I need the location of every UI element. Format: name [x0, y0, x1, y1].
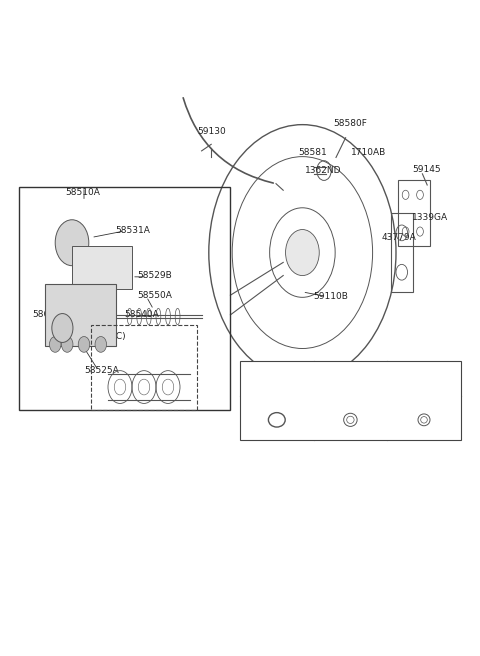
Text: 58581: 58581	[298, 148, 327, 157]
Text: 58510A: 58510A	[65, 188, 100, 197]
Circle shape	[52, 314, 73, 342]
Text: 1362ND: 1362ND	[305, 166, 341, 175]
Circle shape	[78, 337, 90, 352]
Text: 58525A: 58525A	[84, 366, 119, 375]
Text: (ESC): (ESC)	[101, 332, 125, 341]
Circle shape	[61, 337, 73, 352]
Text: 58529B: 58529B	[137, 271, 171, 280]
Circle shape	[286, 230, 319, 276]
Text: 58672: 58672	[33, 310, 61, 319]
FancyBboxPatch shape	[240, 361, 461, 440]
Text: 1310DA: 1310DA	[333, 372, 368, 381]
Circle shape	[49, 337, 61, 352]
Text: 1339GA: 1339GA	[412, 213, 448, 222]
Text: 58580F: 58580F	[334, 119, 368, 128]
Text: 59145: 59145	[412, 165, 441, 174]
Text: 1710AB: 1710AB	[351, 148, 386, 157]
FancyBboxPatch shape	[45, 284, 116, 346]
Circle shape	[55, 220, 89, 266]
Text: 59110B: 59110B	[313, 292, 348, 301]
Text: 58540A: 58540A	[124, 310, 158, 319]
Text: 58594: 58594	[263, 372, 291, 381]
Text: 58531A: 58531A	[115, 226, 150, 236]
Circle shape	[95, 337, 107, 352]
Text: 1360GG: 1360GG	[406, 372, 443, 381]
FancyBboxPatch shape	[72, 246, 132, 289]
Text: 58550A: 58550A	[137, 291, 172, 300]
Text: 43779A: 43779A	[382, 233, 416, 242]
Text: 59130: 59130	[197, 127, 226, 136]
